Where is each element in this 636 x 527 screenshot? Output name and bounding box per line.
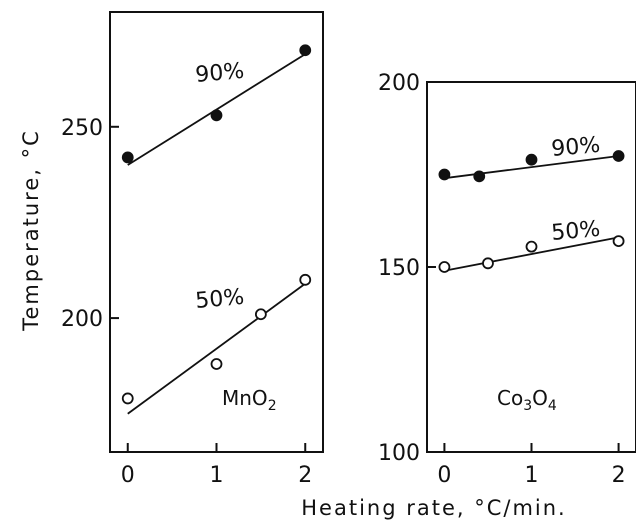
data-point-open bbox=[299, 273, 312, 286]
fit-line-0 bbox=[444, 155, 619, 180]
y-tick-label: 200 bbox=[378, 71, 420, 96]
data-point-open bbox=[121, 392, 134, 405]
y-tick-label: 250 bbox=[61, 116, 103, 141]
panel-label: MnO2 bbox=[222, 386, 277, 414]
data-point-open bbox=[525, 240, 538, 253]
x-tick-label: 1 bbox=[525, 463, 539, 488]
data-point-open bbox=[438, 261, 451, 273]
series-label: 50% bbox=[550, 217, 601, 246]
data-point-filled bbox=[438, 168, 451, 181]
data-point-open bbox=[254, 308, 267, 321]
data-point-filled bbox=[210, 109, 223, 122]
x-axis-title: Heating rate, °C/min. bbox=[301, 496, 566, 520]
series-label: 90% bbox=[550, 133, 601, 162]
series-label: 50% bbox=[194, 285, 245, 314]
y-tick-label: 100 bbox=[378, 441, 420, 466]
fit-line-1 bbox=[444, 236, 619, 272]
y-tick-label: 150 bbox=[378, 256, 420, 281]
data-point-filled bbox=[473, 170, 486, 183]
data-point-filled bbox=[612, 150, 625, 162]
data-point-filled bbox=[299, 44, 312, 57]
data-point-open bbox=[210, 358, 223, 370]
mno2-panel: 0 1 2 200 250 90% 50% MnO2 bbox=[61, 11, 324, 488]
data-point-open bbox=[482, 257, 494, 270]
y-axis-title: Temperature, °C bbox=[19, 129, 43, 332]
x-tick-label: 2 bbox=[612, 463, 626, 488]
co3o4-panel: 0 1 2 100 150 200 90% 50% Co3O4 bbox=[378, 71, 636, 488]
fit-line-1 bbox=[127, 282, 306, 415]
data-point-filled bbox=[121, 151, 134, 164]
y-tick-label: 200 bbox=[61, 307, 103, 332]
x-tick-label: 2 bbox=[298, 463, 312, 488]
series-label: 90% bbox=[194, 59, 245, 88]
data-point-open bbox=[612, 235, 625, 248]
panel-label: Co3O4 bbox=[497, 386, 557, 414]
x-tick-label: 0 bbox=[437, 463, 451, 488]
x-tick-label: 1 bbox=[210, 463, 224, 488]
data-point-filled bbox=[525, 153, 538, 166]
x-tick-label: 0 bbox=[121, 463, 135, 488]
